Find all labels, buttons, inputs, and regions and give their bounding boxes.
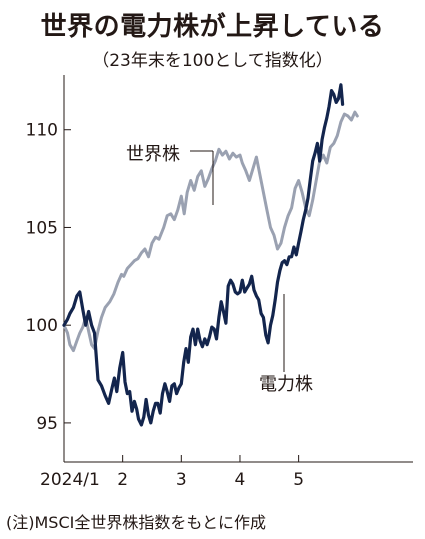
power-stocks-line (62, 83, 345, 427)
power-stocks-label: 電力株 (259, 374, 313, 395)
chart-subtitle: （23年末を100として指数化） (92, 51, 333, 71)
x-tick-label: 2024/1 (40, 470, 100, 490)
x-tick-label: 5 (293, 470, 304, 490)
world-stocks-line (62, 110, 359, 353)
x-tick-label: 2 (117, 470, 128, 490)
y-tick-label: 95 (36, 414, 58, 434)
source-note: (注)MSCI全世界株指数をもとに作成 (6, 513, 267, 532)
x-tick-label: 4 (235, 470, 246, 490)
chart-title: 世界の電力株が上昇している (40, 12, 385, 42)
y-tick-label: 100 (26, 316, 58, 336)
world-stocks-label: 世界株 (126, 144, 180, 165)
y-tick-label: 110 (26, 121, 58, 141)
x-tick-label: 3 (176, 470, 187, 490)
y-tick-label: 105 (26, 218, 58, 238)
